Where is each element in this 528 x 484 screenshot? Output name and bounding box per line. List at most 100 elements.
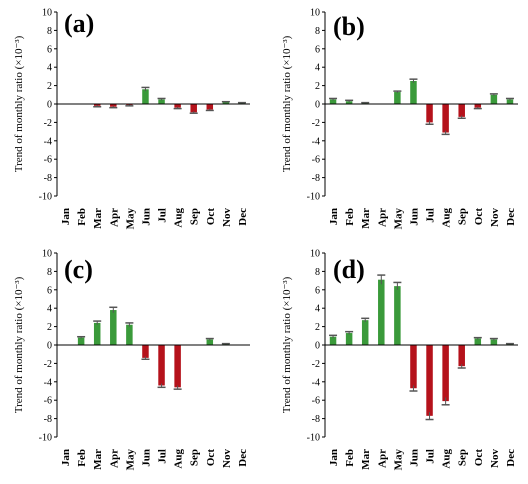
y-axis-label: Trend of monthly ratio (×10⁻³) [281, 35, 293, 172]
bar-jun [410, 81, 417, 104]
bar-aug [174, 104, 181, 108]
x-tick-label-may: May [392, 208, 404, 230]
y-tick-label: -8 [312, 414, 320, 425]
x-tick-label-feb: Feb [344, 208, 356, 226]
y-tick-label: -6 [44, 396, 52, 407]
bar-sep [458, 104, 465, 117]
y-tick-label: 6 [47, 285, 52, 296]
bar-nov [490, 94, 498, 104]
x-tick-label-jul: Jul [157, 449, 169, 464]
y-tick-label: 0 [315, 100, 320, 111]
y-tick-label: 0 [47, 341, 52, 352]
x-tick-label-sep: Sep [457, 208, 469, 225]
x-tick-label-nov: Nov [221, 208, 233, 227]
y-tick-label: 2 [47, 322, 52, 333]
bar-aug [442, 345, 449, 402]
bar-may [394, 92, 401, 104]
x-tick-label-mar: Mar [92, 449, 104, 470]
x-tick-label-sep: Sep [457, 449, 469, 466]
x-tick-label-mar: Mar [360, 208, 372, 229]
bar-oct [206, 339, 214, 345]
y-tick-label: 8 [315, 26, 320, 37]
y-tick-label: -8 [44, 173, 52, 184]
x-tick-label-dec: Dec [237, 208, 249, 226]
y-tick-label: -4 [312, 377, 320, 388]
chart-panel-1: -10 -8 -6 -4 -2 0 2 4 6 8 10 Jan Feb Mar Apr May Jun Jul A… [13, 8, 250, 229]
y-tick-label: -6 [312, 396, 320, 407]
y-tick-label: -6 [312, 155, 320, 166]
x-tick-label-dec: Dec [505, 449, 517, 467]
x-tick-label-nov: Nov [489, 208, 501, 227]
x-tick-label-feb: Feb [76, 208, 88, 226]
y-tick-label: 2 [315, 81, 320, 92]
bar-feb [77, 337, 85, 345]
y-tick-label: 4 [47, 304, 52, 315]
x-tick-label-feb: Feb [344, 449, 356, 467]
panel-label: (c) [64, 255, 93, 284]
y-tick-label: -10 [39, 192, 52, 203]
y-tick-label: -6 [44, 155, 52, 166]
y-tick-label: -2 [44, 359, 52, 370]
x-tick-label-oct: Oct [205, 208, 217, 225]
bar-aug [174, 345, 181, 388]
y-tick-label: 8 [47, 26, 52, 37]
x-tick-label-aug: Aug [173, 208, 185, 228]
y-tick-label: 6 [47, 44, 52, 55]
y-tick-label: 2 [315, 322, 320, 333]
bar-mar [93, 322, 101, 345]
y-tick-label: 10 [42, 8, 52, 19]
x-tick-label-mar: Mar [360, 449, 372, 470]
y-tick-label: 6 [315, 44, 320, 55]
bar-mar [361, 320, 369, 345]
y-tick-label: 10 [310, 8, 320, 19]
x-tick-label-may: May [124, 449, 136, 471]
x-tick-label-jun: Jun [140, 449, 152, 467]
x-tick-label-aug: Aug [441, 208, 453, 228]
y-tick-label: 0 [315, 341, 320, 352]
x-tick-label-apr: Apr [108, 449, 120, 468]
panel-label: (b) [333, 12, 365, 41]
x-tick-label-jun: Jun [140, 208, 152, 226]
x-tick-label-apr: Apr [376, 208, 388, 227]
y-tick-label: -8 [312, 173, 320, 184]
bar-nov [490, 339, 498, 345]
x-tick-label-jan: Jan [328, 208, 340, 225]
x-tick-label-feb: Feb [76, 449, 88, 467]
bar-jul [158, 345, 165, 386]
panel-label: (d) [333, 255, 365, 284]
x-tick-label-aug: Aug [173, 449, 185, 469]
y-tick-label: -2 [44, 118, 52, 129]
y-axis-label: Trend of monthly ratio (×10⁻³) [13, 35, 25, 172]
x-tick-label-sep: Sep [189, 208, 201, 225]
bar-jan [329, 99, 337, 104]
x-tick-label-oct: Oct [473, 449, 485, 466]
bar-dec [506, 99, 514, 104]
x-tick-label-mar: Mar [92, 208, 104, 229]
y-tick-label: -8 [44, 414, 52, 425]
x-tick-label-sep: Sep [189, 449, 201, 466]
y-tick-label: -10 [307, 192, 320, 203]
chart-panel-2: -10 -8 -6 -4 -2 0 2 4 6 8 10 Jan Feb Mar Apr May Jun Jul A… [281, 8, 518, 230]
y-tick-label: 2 [47, 81, 52, 92]
y-tick-label: -10 [307, 433, 320, 444]
y-tick-label: 8 [315, 267, 320, 278]
y-tick-label: -10 [39, 433, 52, 444]
x-tick-label-apr: Apr [108, 208, 120, 227]
panel-label: (a) [64, 9, 94, 38]
x-tick-label-nov: Nov [489, 449, 501, 468]
bar-sep [190, 104, 197, 113]
x-tick-label-jan: Jan [328, 449, 340, 466]
y-tick-label: -2 [312, 359, 320, 370]
x-tick-label-dec: Dec [505, 208, 517, 226]
y-tick-label: -2 [312, 118, 320, 129]
x-tick-label-jul: Jul [157, 208, 169, 223]
x-tick-label-dec: Dec [237, 449, 249, 467]
y-tick-label: -4 [44, 377, 52, 388]
x-tick-label-jun: Jun [408, 449, 420, 467]
chart-panel-4: -10 -8 -6 -4 -2 0 2 4 6 8 10 Jan Feb Mar Apr May Jun Jul A… [281, 249, 518, 470]
x-tick-label-nov: Nov [221, 449, 233, 468]
y-tick-label: -4 [44, 136, 52, 147]
bar-jul [426, 345, 433, 416]
y-tick-label: -4 [312, 136, 320, 147]
